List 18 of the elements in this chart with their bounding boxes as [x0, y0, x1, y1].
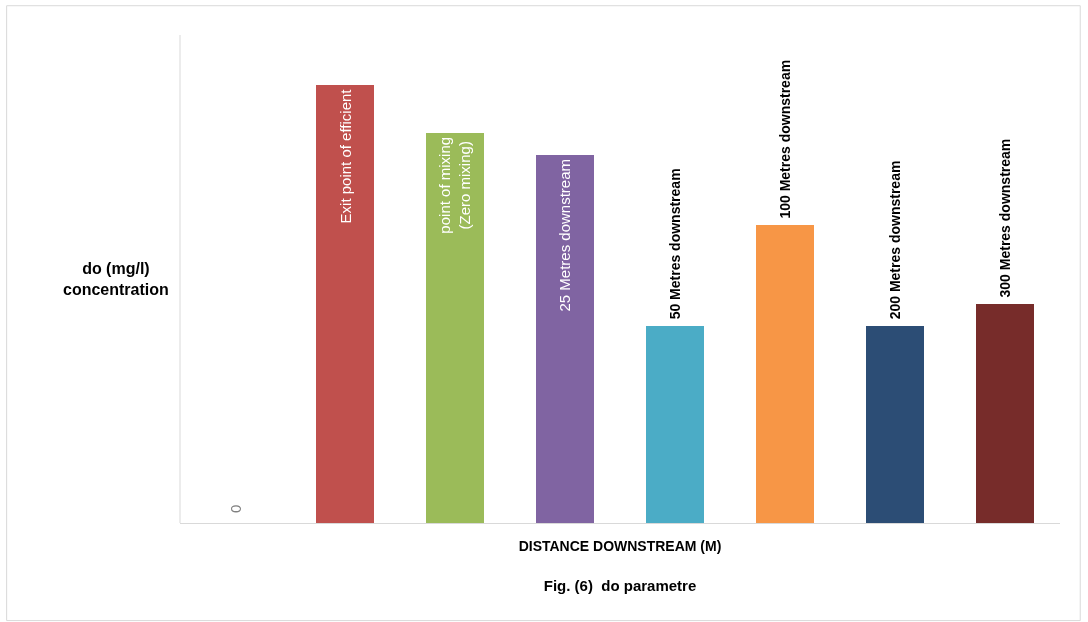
bar: [426, 133, 484, 523]
y-axis-title: do (mg/l) concentration: [63, 260, 169, 298]
x-axis-title: DISTANCE DOWNSTREAM (M): [518, 538, 722, 555]
x-tick-label: Exit point of efficient: [336, 88, 354, 224]
text: Fig. (6) do parametre: [543, 577, 697, 595]
x-tick-label: 25 Metres downstream: [556, 158, 574, 312]
bar: [976, 304, 1034, 523]
x-tick-label: 100 Metres downstream: [777, 59, 794, 219]
bar: [536, 155, 594, 523]
bar: [646, 326, 704, 523]
x-tick-label: 300 Metres downstream: [996, 138, 1013, 298]
x-tick-label: 200 Metres downstream: [886, 160, 903, 320]
x-tick-label: 0: [227, 504, 244, 513]
x-tick-label: point of mixing (Zero mixing): [436, 136, 473, 234]
bar: [866, 326, 924, 523]
bar: [316, 85, 374, 523]
x-tick-label: 50 Metres downstream: [666, 168, 683, 320]
bar: [756, 225, 814, 523]
